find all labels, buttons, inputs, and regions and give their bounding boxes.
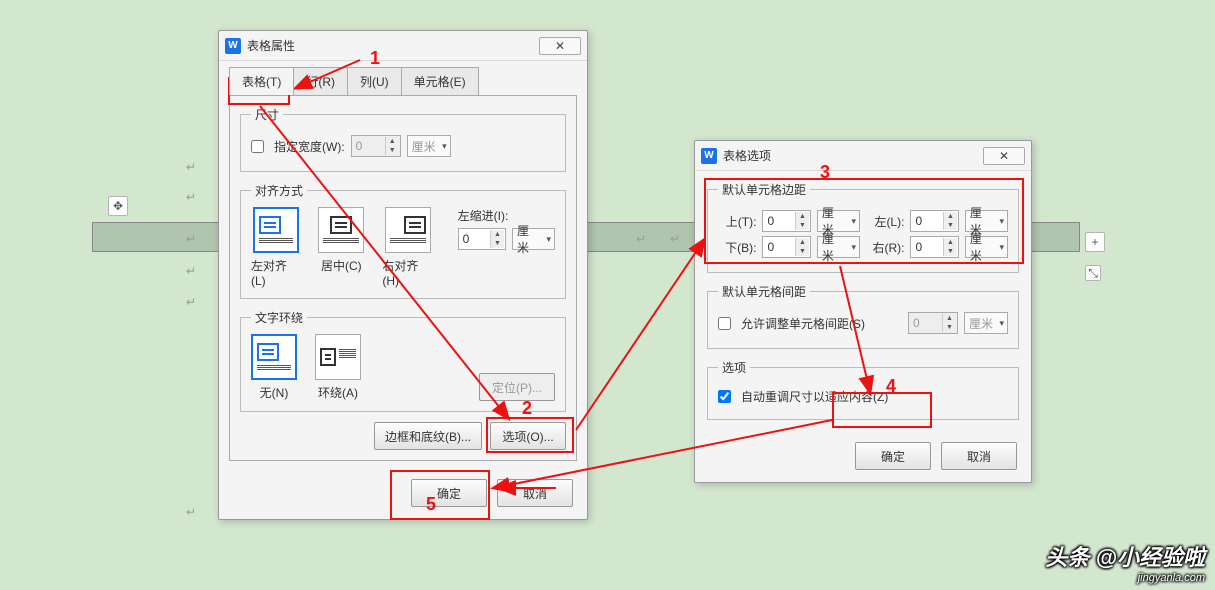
tab-row: 表格(T) 行(R) 列(U) 单元格(E): [219, 61, 587, 95]
title-bar-2: W 表格选项 ✕: [695, 141, 1031, 171]
annotation-num-2: 2: [522, 398, 532, 419]
margin-left-value: 0: [915, 214, 922, 228]
width-value: 0: [356, 139, 363, 153]
margin-bottom-label: 下(B):: [718, 239, 756, 256]
spacing-unit[interactable]: 厘米: [964, 312, 1008, 334]
tab-col[interactable]: 列(U): [347, 67, 402, 95]
width-input[interactable]: 0 ▲▼: [351, 135, 401, 157]
border-shading-button[interactable]: 边框和底纹(B)...: [374, 422, 482, 450]
para-mark: ↵: [186, 295, 196, 309]
size-legend: 尺寸: [251, 106, 283, 123]
margin-bottom-value: 0: [767, 240, 774, 254]
tab-table[interactable]: 表格(T): [229, 67, 294, 95]
spacing-input[interactable]: 0▲▼: [908, 312, 958, 334]
annotation-num-4: 4: [886, 376, 896, 397]
para-mark: ↵: [186, 190, 196, 204]
align-center-label: 居中(C): [321, 257, 362, 274]
watermark-main: 头条 @小经验啦: [1045, 545, 1205, 570]
align-right-label: 右对齐(H): [382, 257, 433, 288]
app-icon-2: W: [701, 148, 717, 164]
app-icon: W: [225, 38, 241, 54]
indent-unit-dropdown[interactable]: 厘米: [512, 228, 555, 250]
indent-value: 0: [463, 232, 470, 246]
position-button[interactable]: 定位(P)...: [479, 373, 555, 401]
wrap-fieldset: 文字环绕 无(N) 环绕(A) 定位(P)...: [240, 309, 566, 412]
margin-legend: 默认单元格边距: [718, 181, 810, 198]
margin-bottom-unit[interactable]: 厘米: [817, 236, 860, 258]
wrap-none-label: 无(N): [260, 384, 289, 401]
wrap-around-option[interactable]: [315, 334, 361, 380]
align-right-option[interactable]: [385, 207, 431, 253]
annotation-arrows: [0, 0, 1215, 590]
indent-input[interactable]: 0 ▲▼: [458, 228, 506, 250]
margin-fieldset: 默认单元格边距 上(T): 0▲▼ 厘米 左(L): 0▲▼ 厘米 下(B): …: [707, 181, 1019, 273]
margin-left-unit[interactable]: 厘米: [965, 210, 1008, 232]
para-mark: ↵: [636, 232, 646, 246]
specify-width-label: 指定宽度(W):: [274, 138, 345, 155]
allow-spacing-checkbox[interactable]: [718, 317, 731, 330]
annotation-num-3: 3: [820, 162, 830, 183]
wrap-legend: 文字环绕: [251, 309, 307, 326]
options-legend: 选项: [718, 359, 750, 376]
ok-button[interactable]: 确定: [411, 479, 487, 507]
margin-right-label: 右(R):: [866, 239, 904, 256]
add-handle[interactable]: +: [1085, 232, 1105, 252]
margin-bottom-input[interactable]: 0▲▼: [762, 236, 810, 258]
align-legend: 对齐方式: [251, 182, 307, 199]
align-left-label: 左对齐(L): [251, 257, 300, 288]
watermark-sub: jingyanla.com: [1045, 572, 1205, 584]
auto-resize-label: 自动重调尺寸以适应内容(Z): [741, 388, 888, 405]
table-options-dialog: W 表格选项 ✕ 默认单元格边距 上(T): 0▲▼ 厘米 左(L): 0▲▼ …: [694, 140, 1032, 483]
margin-right-value: 0: [915, 240, 922, 254]
ok-button-2[interactable]: 确定: [855, 442, 931, 470]
size-fieldset: 尺寸 指定宽度(W): 0 ▲▼ 厘米: [240, 106, 566, 172]
align-center-option[interactable]: [318, 207, 364, 253]
para-mark: ↵: [186, 505, 196, 519]
wrap-none-option[interactable]: [251, 334, 297, 380]
margin-top-input[interactable]: 0▲▼: [762, 210, 810, 232]
margin-right-input[interactable]: 0▲▼: [910, 236, 958, 258]
margin-top-unit[interactable]: 厘米: [817, 210, 860, 232]
options-button[interactable]: 选项(O)...: [490, 422, 566, 450]
spacing-legend: 默认单元格间距: [718, 283, 810, 300]
para-mark: ↵: [670, 232, 680, 246]
annotation-num-5: 5: [426, 494, 436, 515]
margin-top-value: 0: [767, 214, 774, 228]
watermark: 头条 @小经验啦 jingyanla.com: [1045, 540, 1205, 584]
table-properties-dialog: W 表格属性 ✕ 表格(T) 行(R) 列(U) 单元格(E) 尺寸 指定宽度(…: [218, 30, 588, 520]
dialog-title: 表格属性: [247, 37, 539, 54]
margin-left-label: 左(L):: [866, 213, 904, 230]
auto-resize-checkbox[interactable]: [718, 390, 731, 403]
expand-handle[interactable]: ⤡: [1085, 265, 1101, 281]
para-mark: ↵: [186, 264, 196, 278]
cancel-button-2[interactable]: 取消: [941, 442, 1017, 470]
indent-label: 左缩进(I):: [458, 207, 555, 224]
spacing-fieldset: 默认单元格间距 允许调整单元格间距(S) 0▲▼ 厘米: [707, 283, 1019, 349]
move-handle[interactable]: ✥: [108, 196, 128, 216]
close-icon[interactable]: ✕: [539, 37, 581, 55]
margin-right-unit[interactable]: 厘米: [965, 236, 1008, 258]
para-mark: ↵: [186, 160, 196, 174]
margin-left-input[interactable]: 0▲▼: [910, 210, 958, 232]
align-fieldset: 对齐方式 左对齐(L) 居中(C): [240, 182, 566, 299]
annotation-num-1: 1: [370, 48, 380, 69]
options-fieldset: 选项 自动重调尺寸以适应内容(Z): [707, 359, 1019, 420]
cancel-button[interactable]: 取消: [497, 479, 573, 507]
allow-spacing-label: 允许调整单元格间距(S): [741, 315, 902, 332]
margin-top-label: 上(T):: [718, 213, 756, 230]
align-left-option[interactable]: [253, 207, 299, 253]
wrap-around-label: 环绕(A): [318, 384, 358, 401]
width-unit-dropdown[interactable]: 厘米: [407, 135, 451, 157]
tab-row[interactable]: 行(R): [293, 67, 348, 95]
title-bar: W 表格属性 ✕: [219, 31, 587, 61]
tab-cell[interactable]: 单元格(E): [401, 67, 479, 95]
spacing-value: 0: [913, 316, 920, 330]
close-icon-2[interactable]: ✕: [983, 147, 1025, 165]
para-mark: ↵: [186, 232, 196, 246]
specify-width-checkbox[interactable]: [251, 140, 264, 153]
dialog2-title: 表格选项: [723, 147, 983, 164]
